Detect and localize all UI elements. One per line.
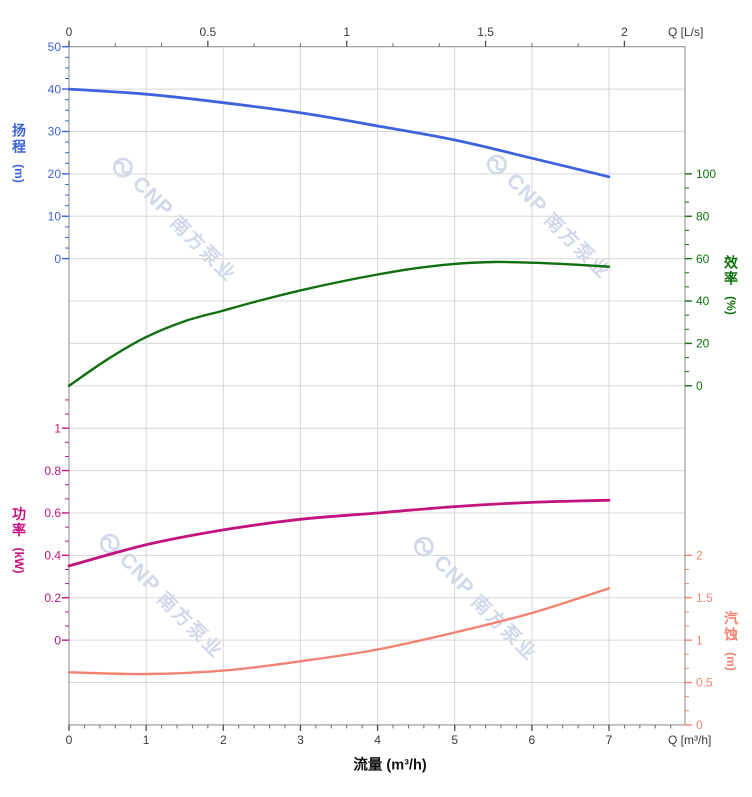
x-tick-label: 0: [66, 733, 73, 747]
npsh-tick-label: 0: [696, 718, 703, 732]
eff-tick-label: 0: [696, 379, 703, 393]
power-axis-name: 功率: [11, 506, 27, 539]
power-tick-label: 0.6: [44, 506, 61, 520]
x-axis-unit-label: Q [m³/h]: [668, 733, 711, 747]
eff-tick-label: 60: [696, 252, 710, 266]
head-axis-unit: (m): [12, 164, 26, 183]
top-tick-label: 2: [621, 25, 628, 39]
top-tick-label: 0: [66, 25, 73, 39]
x-tick-label: 4: [374, 733, 381, 747]
power-tick-label: 0.8: [44, 464, 61, 478]
watermark: CNP 南方泵业: [407, 529, 544, 666]
head-tick-label: 0: [54, 252, 61, 266]
head-tick-label: 50: [48, 40, 62, 54]
watermark: CNP 南方泵业: [480, 147, 617, 284]
x-tick-label: 3: [297, 733, 304, 747]
npsh-axis-unit: (m): [724, 652, 738, 671]
npsh_curve: [67, 587, 611, 676]
top-axis-unit-label: Q [L/s]: [668, 25, 703, 39]
x-tick-label: 1: [143, 733, 150, 747]
power-axis-unit: (kW): [12, 547, 26, 574]
eff-tick-label: 20: [696, 337, 710, 351]
npsh-tick-label: 0.5: [696, 676, 713, 690]
cnp-logo-icon: [487, 154, 508, 175]
npsh-axis-name: 汽蚀: [723, 611, 739, 644]
y-axis-title-head: 扬程 (m): [11, 123, 27, 183]
x-tick-label: 7: [606, 733, 613, 747]
efficiency-axis-unit: (%): [724, 296, 738, 315]
x-tick-label: 2: [220, 733, 227, 747]
head-axis-name: 扬程: [11, 123, 27, 156]
y-axis-title-efficiency: 效率 (%): [723, 255, 739, 315]
head-tick-label: 20: [48, 167, 62, 181]
cnp-logo-icon: [414, 536, 435, 557]
power-tick-label: 1: [54, 421, 61, 435]
x-axis-title: 流量 (m³/h): [353, 757, 427, 774]
head-tick-label: 40: [48, 82, 62, 96]
x-tick-label: 6: [529, 733, 536, 747]
watermark: CNP 南方泵业: [93, 526, 230, 663]
top-tick-label: 1: [343, 25, 350, 39]
efficiency_curve: [67, 260, 611, 387]
power-tick-label: 0.2: [44, 591, 61, 605]
eff-tick-label: 40: [696, 294, 710, 308]
y-axis-title-power: 功率 (kW): [11, 506, 27, 574]
npsh-tick-label: 2: [696, 549, 703, 563]
eff-tick-label: 100: [696, 167, 716, 181]
head-tick-label: 10: [48, 209, 62, 223]
eff-tick-label: 80: [696, 209, 710, 223]
npsh-tick-label: 1: [696, 633, 703, 647]
efficiency-axis-name: 效率: [723, 255, 739, 288]
top-tick-label: 0.5: [200, 25, 217, 39]
power_curve: [67, 498, 611, 568]
cnp-logo-icon: [100, 533, 121, 554]
x-tick-label: 5: [451, 733, 458, 747]
power-tick-label: 0.4: [44, 549, 61, 563]
head-tick-label: 30: [48, 125, 62, 139]
y-axis-title-npsh: 汽蚀 (m): [723, 611, 739, 671]
head_curve: [67, 87, 611, 179]
npsh-tick-label: 1.5: [696, 591, 713, 605]
power-tick-label: 0: [54, 633, 61, 647]
top-tick-label: 1.5: [477, 25, 494, 39]
